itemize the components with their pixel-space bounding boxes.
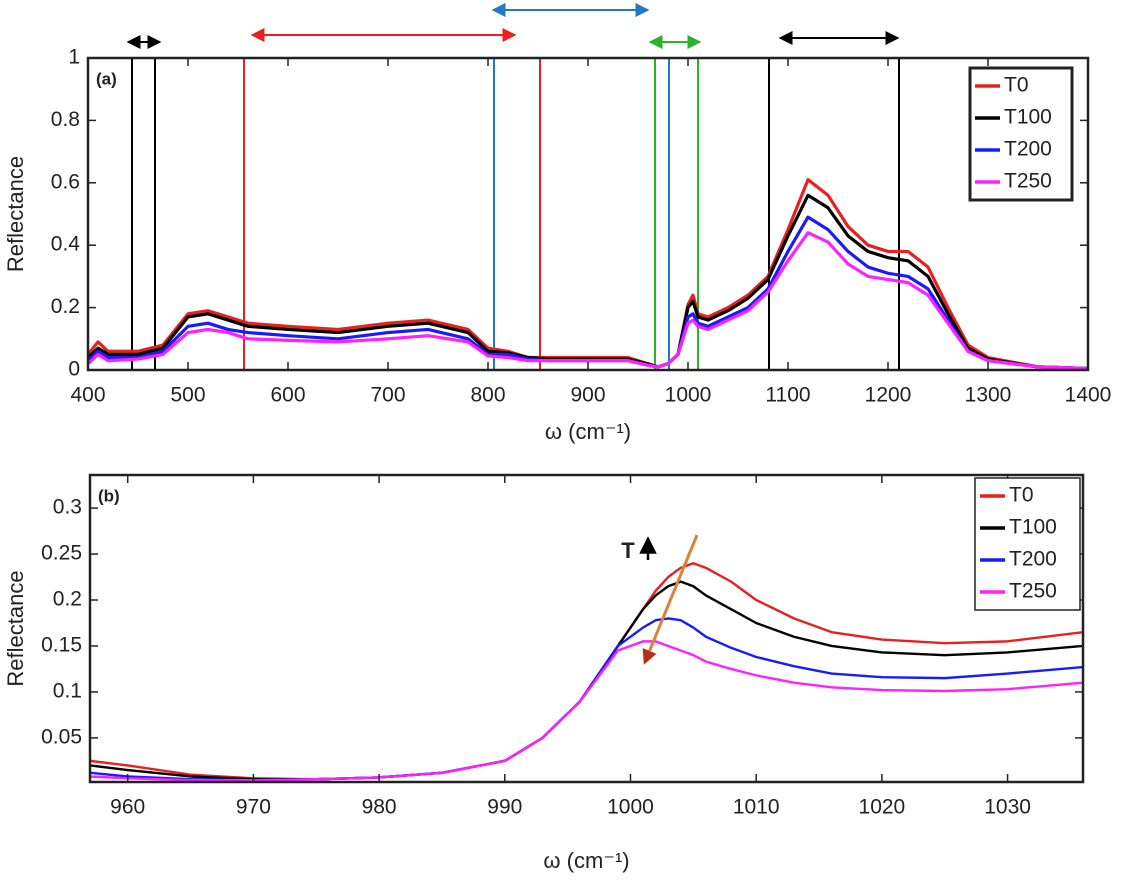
x-tick-label: 970 [236,796,271,819]
series-line [90,640,1083,782]
y-axis-label: Reflectance [3,570,28,686]
legend-box [968,66,1074,202]
series-line [88,231,1088,370]
x-tick-label: 1030 [984,796,1031,819]
x-tick-label: 960 [110,796,145,819]
x-tick-label: 800 [470,384,505,407]
legend-label: T100 [1004,106,1052,129]
legend-label: T200 [1009,548,1057,571]
axes-frame [88,473,1085,784]
y-tick-label: 0.05 [41,725,82,748]
y-tick-label: 0.1 [53,679,82,702]
y-tick-label: 0.2 [51,295,80,318]
x-tick-label: 900 [570,384,605,407]
x-axis-label: ω (cm⁻¹) [545,419,631,444]
x-tick-label: 500 [170,384,205,407]
legend-label: T0 [1009,484,1034,507]
y-tick-label: 0.6 [51,170,80,193]
legend-label: T250 [1004,170,1052,193]
y-tick-label: 1 [68,46,80,69]
y-tick-label: 0 [68,358,80,381]
legend-box [974,477,1081,611]
y-tick-label: 0.4 [51,233,81,256]
x-axis-label: ω (cm⁻¹) [543,848,629,873]
axes-frame [86,56,1090,372]
x-tick-label: 1020 [859,796,906,819]
annotation-arrows [639,534,699,665]
panel-label: (b) [98,486,120,505]
x-tick-label: 990 [487,796,522,819]
x-tick-label: 1100 [765,384,810,407]
x-tick-label: 700 [370,384,405,407]
legend-label: T250 [1009,580,1057,603]
x-tick-label: 980 [362,796,397,819]
y-tick-label: 0.15 [41,634,82,657]
legend-label: T200 [1004,138,1052,161]
x-tick-label: 1000 [607,796,654,819]
plot-area [90,475,1083,782]
annotation: T [621,538,635,563]
x-tick-label: 400 [70,384,105,407]
x-tick-label: 1000 [665,384,712,407]
y-axis-label: Reflectance [3,156,28,272]
x-tick-label: 600 [270,384,305,407]
y-tick-label: 0.8 [51,108,80,131]
plot-area [88,58,1088,370]
x-tick-label: 1400 [1065,384,1112,407]
trend-arrow [642,534,699,665]
y-tick-label: 0.2 [53,588,82,611]
y-tick-label: 0.25 [41,542,82,565]
x-tick-label: 1010 [733,796,780,819]
x-tick-label: 1300 [965,384,1012,407]
legend-label: T100 [1009,516,1057,539]
legend-label: T0 [1004,74,1029,97]
x-tick-label: 1200 [865,384,912,407]
panel-label: (a) [96,69,117,88]
y-tick-label: 0.3 [53,496,82,519]
